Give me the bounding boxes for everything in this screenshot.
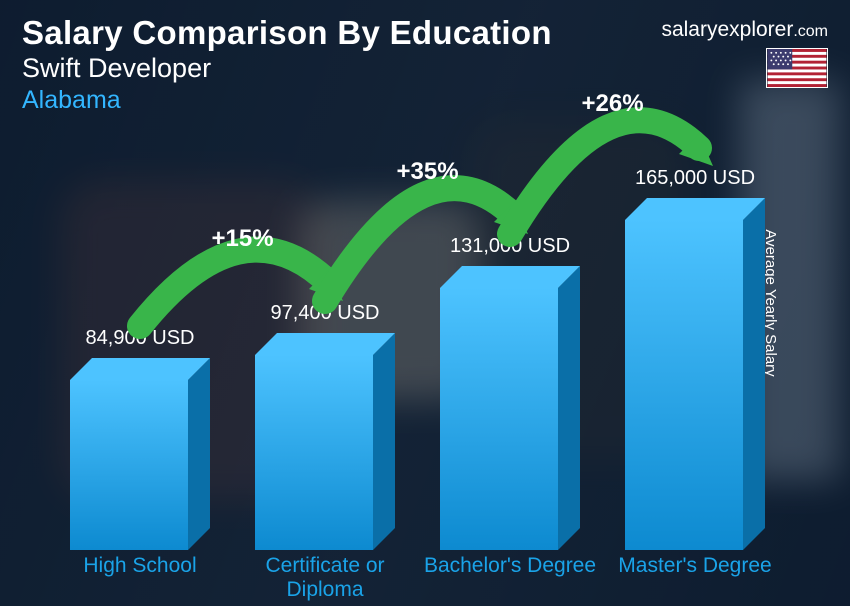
bar-category-label: Bachelor's Degree — [420, 554, 600, 578]
bar-group: 131,000 USDBachelor's Degree — [440, 266, 580, 550]
header-block: Salary Comparison By Education Swift Dev… — [22, 14, 552, 115]
chart-title: Salary Comparison By Education — [22, 14, 552, 52]
bar-value-label: 165,000 USD — [605, 167, 785, 190]
bar-category-label: Certificate or Diploma — [235, 554, 415, 602]
bar-category-label: High School — [50, 554, 230, 578]
brand-block: salaryexplorer.com — [661, 18, 828, 88]
bar-chart: 84,900 USDHigh School 97,400 USDCertifica… — [40, 150, 790, 550]
bar-value-label: 97,400 USD — [235, 302, 415, 325]
bar-top — [255, 333, 395, 355]
chart-subtitle: Swift Developer — [22, 53, 552, 84]
bar-value-label: 131,000 USD — [420, 235, 600, 258]
bar-front — [625, 220, 743, 550]
bar-front — [70, 380, 188, 550]
bar-side — [188, 358, 210, 550]
bar-front — [440, 288, 558, 550]
brand-name: salaryexplorer.com — [661, 18, 828, 42]
bar-side — [558, 266, 580, 550]
increase-pct-label: +35% — [397, 158, 459, 186]
bar-top — [440, 266, 580, 288]
bar-side — [373, 333, 395, 550]
bar-top — [70, 358, 210, 380]
increase-pct-label: +15% — [212, 225, 274, 253]
bar-category-label: Master's Degree — [605, 554, 785, 578]
increase-pct-label: +26% — [582, 90, 644, 118]
bar-front — [255, 355, 373, 550]
bar-group: 84,900 USDHigh School — [70, 358, 210, 550]
bar-top — [625, 198, 765, 220]
bar-group: 97,400 USDCertificate or Diploma — [255, 333, 395, 550]
bar-group: 165,000 USDMaster's Degree — [625, 198, 765, 550]
flag-icon — [766, 48, 828, 88]
chart-location: Alabama — [22, 86, 552, 115]
bar-side — [743, 198, 765, 550]
bar-value-label: 84,900 USD — [50, 327, 230, 350]
